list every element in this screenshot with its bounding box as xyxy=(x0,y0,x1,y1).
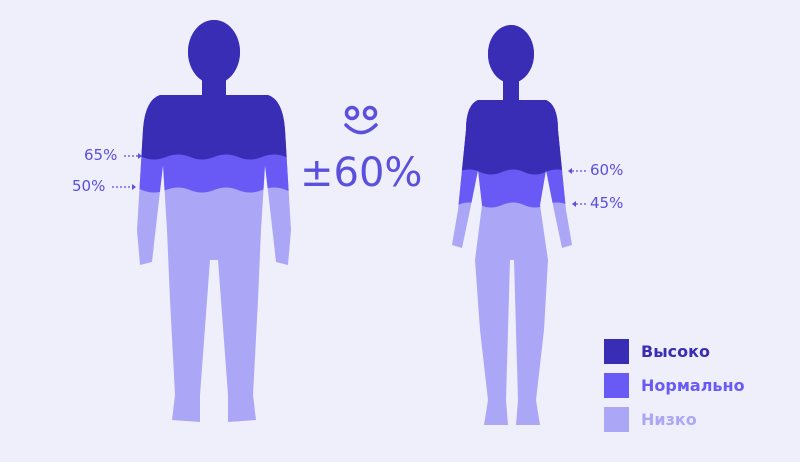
female-high-zone xyxy=(452,25,572,175)
legend-swatch xyxy=(604,372,629,398)
legend-item-normal: Нормально xyxy=(604,368,745,402)
legend-item-low: Низко xyxy=(604,402,745,436)
male-silhouette xyxy=(137,20,291,422)
male-high-label: 65% xyxy=(84,146,118,164)
legend-item-high: Высоко xyxy=(604,334,745,368)
smiley-icon xyxy=(344,105,378,135)
legend-label: Нормально xyxy=(641,375,745,395)
male-high-zone xyxy=(137,20,291,160)
legend-label: Высоко xyxy=(641,341,710,361)
female-high-label: 60% xyxy=(590,161,624,179)
female-silhouette xyxy=(452,25,572,425)
pointer-lines xyxy=(112,153,586,207)
female-normal-label: 45% xyxy=(590,194,624,212)
male-normal-label: 50% xyxy=(72,177,106,195)
legend-swatch xyxy=(604,406,629,432)
legend-label: Низко xyxy=(641,409,697,429)
average-value: ±60% xyxy=(300,150,423,196)
legend-swatch xyxy=(604,338,629,364)
legend: Высоко Нормально Низко xyxy=(604,334,745,436)
